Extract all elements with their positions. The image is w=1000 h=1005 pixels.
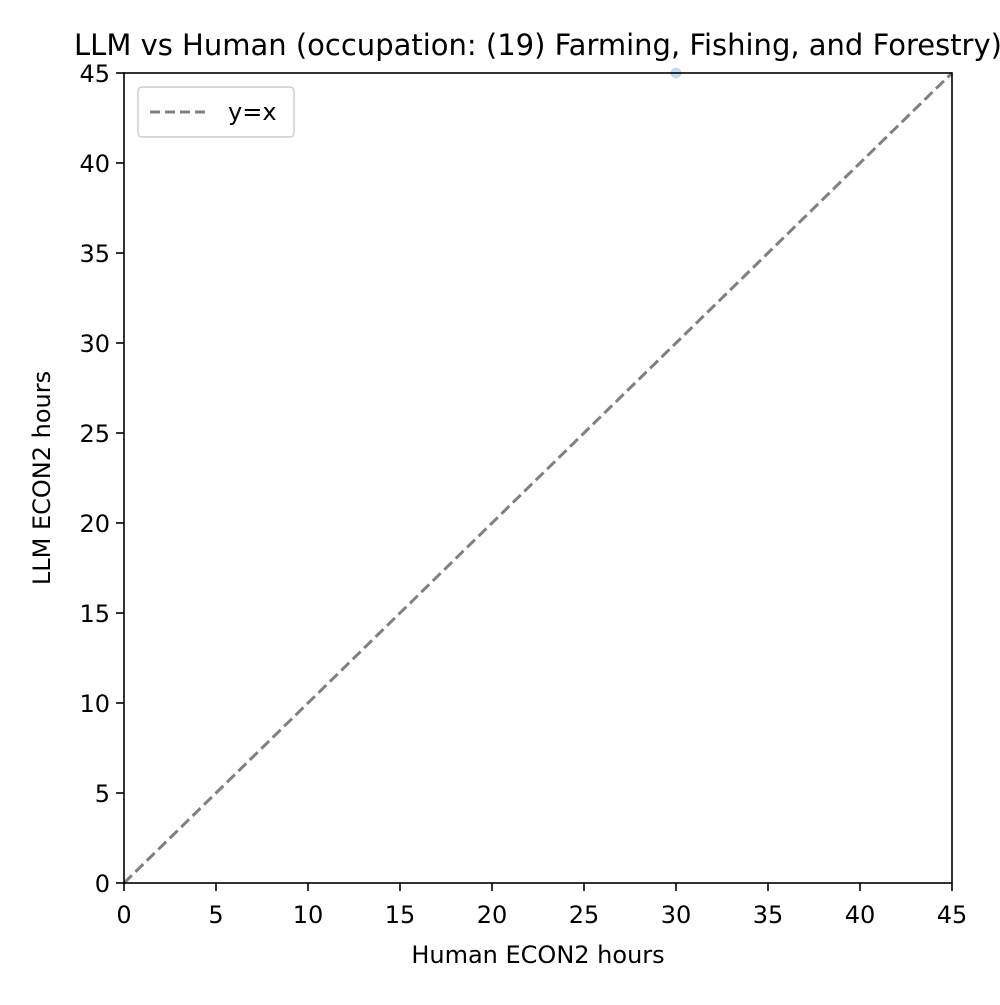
axes-frame <box>123 72 953 884</box>
y-axis-label: LLM ECON2 hours <box>28 371 56 585</box>
legend: y=x <box>137 86 295 138</box>
x-tick-label: 40 <box>845 901 876 929</box>
y-tick-label: 30 <box>79 330 110 358</box>
legend-entry-label: y=x <box>228 98 277 126</box>
y-tick-label: 15 <box>79 600 110 628</box>
y-tick-label: 0 <box>95 870 110 898</box>
x-tick-label: 0 <box>116 901 131 929</box>
legend-box <box>137 86 295 138</box>
reference-line-y-equals-x <box>122 71 954 885</box>
y-tick-label: 35 <box>79 240 110 268</box>
plot-area: 0 5 10 15 20 25 30 35 40 45 0 5 10 15 20 25 30 35 40 45 <box>79 60 967 929</box>
y-tick-label: 10 <box>79 690 110 718</box>
y-tick-label: 40 <box>79 150 110 178</box>
x-tick-label: 30 <box>661 901 692 929</box>
y-axis-ticks: 0 5 10 15 20 25 30 35 40 45 <box>79 60 124 898</box>
y-tick-label: 25 <box>79 420 110 448</box>
y-tick-label: 5 <box>95 780 110 808</box>
x-tick-label: 25 <box>569 901 600 929</box>
x-axis-label: Human ECON2 hours <box>411 941 664 969</box>
x-tick-label: 35 <box>753 901 784 929</box>
x-tick-label: 20 <box>477 901 508 929</box>
y-tick-label: 20 <box>79 510 110 538</box>
x-tick-label: 10 <box>293 901 324 929</box>
chart-title: LLM vs Human (occupation: (19) Farming, … <box>74 28 1000 62</box>
x-tick-label: 15 <box>385 901 416 929</box>
y-tick-label: 45 <box>79 60 110 88</box>
x-axis-ticks: 0 5 10 15 20 25 30 35 40 45 <box>116 883 967 929</box>
x-tick-label: 45 <box>937 901 968 929</box>
x-tick-label: 5 <box>208 901 223 929</box>
